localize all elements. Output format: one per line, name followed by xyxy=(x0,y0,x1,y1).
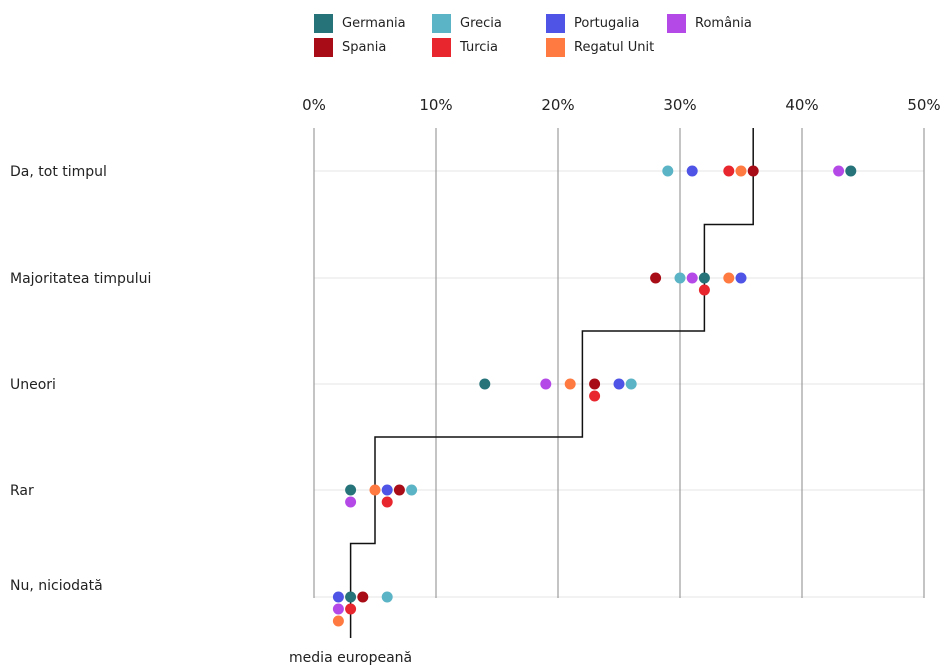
data-point xyxy=(686,272,698,284)
data-point xyxy=(345,496,357,508)
data-point xyxy=(345,484,357,496)
data-point xyxy=(662,165,674,177)
x-tick-label: 30% xyxy=(663,96,696,114)
legend-label: Spania xyxy=(342,39,387,55)
data-point xyxy=(698,272,710,284)
data-point xyxy=(381,591,393,603)
x-tick-labels: 0% 10% 20% 30% 40% 50% xyxy=(302,96,941,114)
category-labels: Da, tot timpul Majoritatea timpului Uneori… xyxy=(10,164,151,594)
data-point xyxy=(747,165,759,177)
data-point xyxy=(381,496,393,508)
legend-item: Turcia xyxy=(432,37,498,57)
data-point xyxy=(406,484,418,496)
data-point xyxy=(357,591,369,603)
legend-swatch xyxy=(314,37,333,57)
data-point xyxy=(723,165,735,177)
data-point xyxy=(345,603,357,615)
data-point xyxy=(845,165,857,177)
legend-item: Grecia xyxy=(432,13,502,33)
data-point xyxy=(479,378,491,390)
x-tick-label: 10% xyxy=(419,96,452,114)
legend-label: Grecia xyxy=(460,15,502,31)
legend-swatch xyxy=(314,13,333,33)
legend-label: Portugalia xyxy=(574,15,640,31)
legend-item: Spania xyxy=(314,37,386,57)
legend-item: Portugalia xyxy=(546,13,639,33)
x-tick-label: 0% xyxy=(302,96,326,114)
category-label: Nu, niciodată xyxy=(10,578,103,594)
x-tick-label: 40% xyxy=(785,96,818,114)
legend-label: Germania xyxy=(342,15,406,31)
data-point xyxy=(650,272,662,284)
x-tick-label: 20% xyxy=(541,96,574,114)
legend-label: Turcia xyxy=(460,39,498,55)
legend-label: România xyxy=(695,15,752,31)
data-point xyxy=(698,284,710,296)
legend-item: România xyxy=(667,13,752,33)
data-point xyxy=(674,272,686,284)
data-point xyxy=(735,165,747,177)
category-label: Uneori xyxy=(10,377,56,393)
data-point xyxy=(345,591,357,603)
category-label: Majoritatea timpului xyxy=(10,271,151,287)
data-point xyxy=(564,378,576,390)
data-point xyxy=(735,272,747,284)
category-label: Rar xyxy=(10,483,34,499)
data-point xyxy=(589,390,601,402)
data-point xyxy=(332,603,344,615)
legend: Germania Grecia Portugalia România Spania Tur… xyxy=(314,13,774,61)
x-tick-label: 50% xyxy=(907,96,940,114)
legend-swatch xyxy=(432,37,451,57)
legend-swatch xyxy=(432,13,451,33)
data-point xyxy=(381,484,393,496)
data-point xyxy=(393,484,405,496)
data-point xyxy=(369,484,381,496)
legend-item: Germania xyxy=(314,13,406,33)
data-point xyxy=(589,378,601,390)
data-point xyxy=(613,378,625,390)
legend-swatch xyxy=(546,37,565,57)
legend-swatch xyxy=(546,13,565,33)
european-average-line xyxy=(349,128,754,638)
data-point xyxy=(686,165,698,177)
gridlines xyxy=(313,128,925,598)
data-point xyxy=(332,591,344,603)
european-average-label: media europeană xyxy=(289,650,412,666)
legend-swatch xyxy=(667,13,686,33)
category-label: Da, tot timpul xyxy=(10,164,107,180)
data-point xyxy=(625,378,637,390)
data-point xyxy=(332,615,344,627)
legend-label: Regatul Unit xyxy=(574,39,655,55)
data-points xyxy=(332,165,857,627)
data-point xyxy=(833,165,845,177)
legend-item: Regatul Unit xyxy=(546,37,654,57)
data-point xyxy=(540,378,552,390)
data-point xyxy=(723,272,735,284)
